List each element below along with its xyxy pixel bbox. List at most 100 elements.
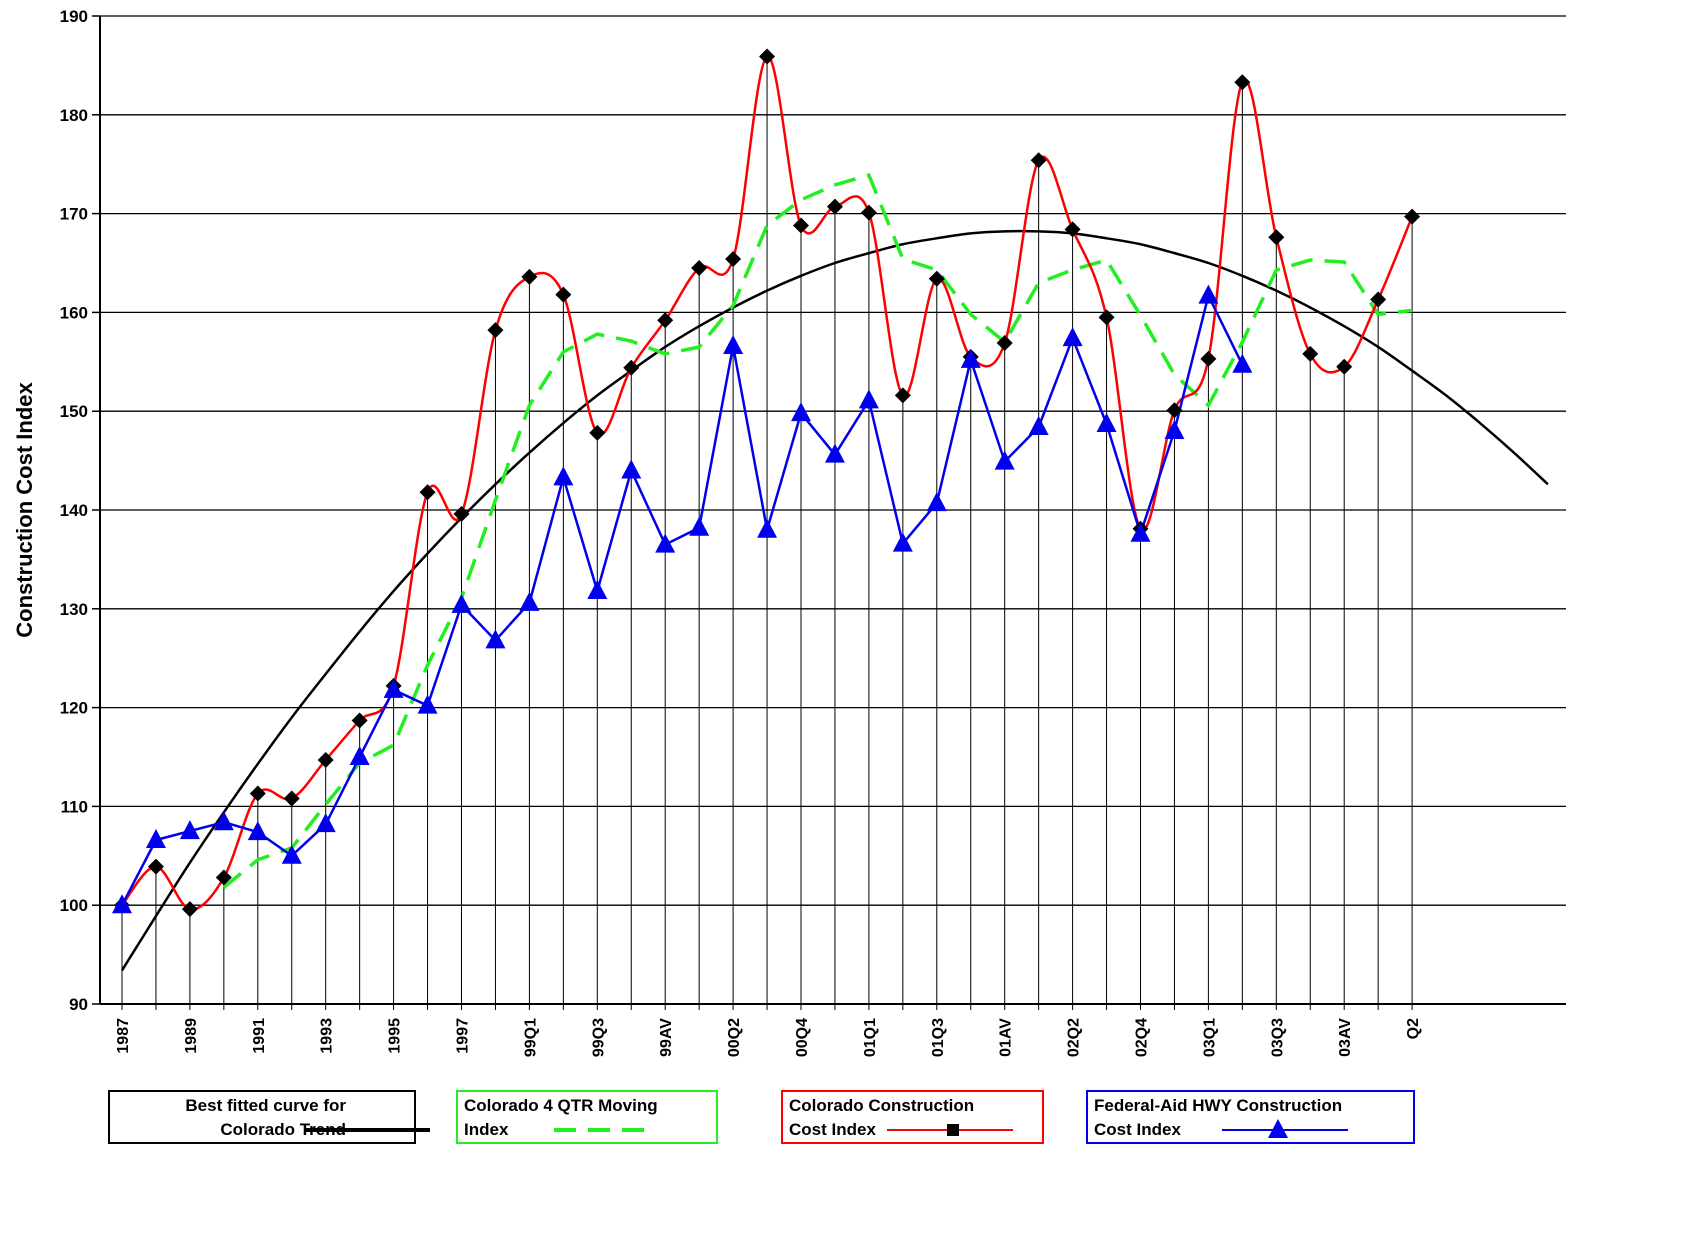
marker <box>655 533 676 553</box>
marker <box>281 844 302 864</box>
legend-item: Colorado 4 QTR Moving Index <box>456 1090 718 1144</box>
marker <box>791 402 811 422</box>
marker <box>1234 74 1251 91</box>
marker <box>1030 152 1047 169</box>
x-tick-label: 02Q4 <box>1134 1018 1151 1057</box>
marker <box>555 286 572 303</box>
marker <box>145 828 166 848</box>
y-tick-label: 180 <box>60 106 88 125</box>
x-tick-label: 1993 <box>319 1018 336 1054</box>
marker <box>1164 419 1185 439</box>
marker <box>589 424 606 441</box>
marker <box>947 1124 959 1136</box>
marker <box>826 198 843 215</box>
marker <box>147 858 164 875</box>
marker <box>759 48 776 65</box>
marker <box>1268 229 1285 246</box>
legend-sample <box>1222 1119 1348 1138</box>
marker <box>351 712 368 729</box>
marker <box>249 785 266 802</box>
x-tick-label: 03Q3 <box>1269 1018 1286 1057</box>
x-tick-label: 1997 <box>455 1018 472 1054</box>
legend-label: Federal-Aid HWY Construction Cost Index <box>1094 1096 1343 1139</box>
marker <box>213 811 234 831</box>
y-tick-label: 160 <box>60 303 88 322</box>
marker <box>793 217 809 234</box>
y-tick-label: 140 <box>60 501 88 520</box>
x-tick-label: 1987 <box>115 1018 132 1054</box>
legend-label: Colorado Construction Cost Index <box>789 1096 975 1139</box>
marker <box>485 629 506 649</box>
marker <box>1232 353 1253 373</box>
marker <box>1302 345 1319 362</box>
marker <box>247 821 268 841</box>
legend-item: Colorado Construction Cost Index <box>781 1090 1044 1144</box>
marker <box>725 251 742 268</box>
marker <box>691 259 708 276</box>
marker <box>928 270 945 287</box>
x-tick-label: 99AV <box>658 1018 675 1057</box>
x-tick-label: 03Q1 <box>1201 1018 1218 1057</box>
y-tick-label: 170 <box>60 205 88 224</box>
marker <box>383 678 404 698</box>
marker <box>1200 350 1217 367</box>
series-line <box>120 229 1549 972</box>
legend-item: Federal-Aid HWY Construction Cost Index <box>1086 1090 1415 1144</box>
y-tick-label: 150 <box>60 402 88 421</box>
x-tick-label: 1995 <box>387 1018 404 1054</box>
y-tick-label: 130 <box>60 600 88 619</box>
legend-label: Colorado 4 QTR Moving Index <box>464 1096 658 1139</box>
legend-item: Best fitted curve for Colorado Trend <box>108 1090 430 1144</box>
y-tick-label: 120 <box>60 699 88 718</box>
y-tick-label: 90 <box>69 995 88 1014</box>
x-tick-label: 03AV <box>1337 1018 1354 1057</box>
legend-sample <box>554 1128 650 1132</box>
x-tick-label: 01Q1 <box>862 1018 879 1057</box>
series-line <box>120 291 1244 906</box>
marker <box>1064 221 1081 238</box>
marker <box>1096 413 1117 433</box>
marker <box>757 518 778 538</box>
x-tick-label: Q2 <box>1405 1018 1422 1039</box>
x-tick-label: 99Q3 <box>590 1018 607 1057</box>
marker <box>417 694 438 714</box>
marker <box>419 484 436 501</box>
marker <box>996 335 1013 352</box>
marker <box>1336 358 1353 375</box>
marker <box>519 591 540 611</box>
marker <box>689 516 710 536</box>
x-tick-label: 1989 <box>183 1018 200 1054</box>
series-line <box>222 172 1413 889</box>
marker <box>283 790 300 807</box>
x-tick-label: 1991 <box>251 1018 268 1054</box>
marker <box>892 532 913 552</box>
marker <box>179 820 200 840</box>
marker <box>349 746 370 765</box>
y-tick-label: 100 <box>60 896 88 915</box>
marker <box>858 389 879 409</box>
marker <box>453 505 470 522</box>
marker <box>1062 327 1083 347</box>
marker <box>994 450 1015 470</box>
marker <box>1198 284 1219 304</box>
legend-sample <box>887 1124 1013 1136</box>
marker <box>657 312 674 329</box>
legend-sample <box>304 1128 430 1132</box>
marker <box>1404 208 1421 225</box>
marker <box>1130 522 1151 542</box>
x-tick-label: 01Q3 <box>930 1018 947 1057</box>
marker <box>1370 291 1387 308</box>
y-tick-label: 110 <box>61 797 88 816</box>
marker <box>926 492 947 512</box>
y-axis-label: Construction Cost Index <box>12 382 37 638</box>
marker <box>587 580 608 600</box>
marker <box>451 593 472 613</box>
x-tick-label: 00Q2 <box>726 1018 743 1057</box>
marker <box>894 387 911 404</box>
y-tick-label: 190 <box>60 7 88 26</box>
marker <box>1028 416 1049 436</box>
marker <box>317 751 334 768</box>
marker <box>960 348 981 368</box>
